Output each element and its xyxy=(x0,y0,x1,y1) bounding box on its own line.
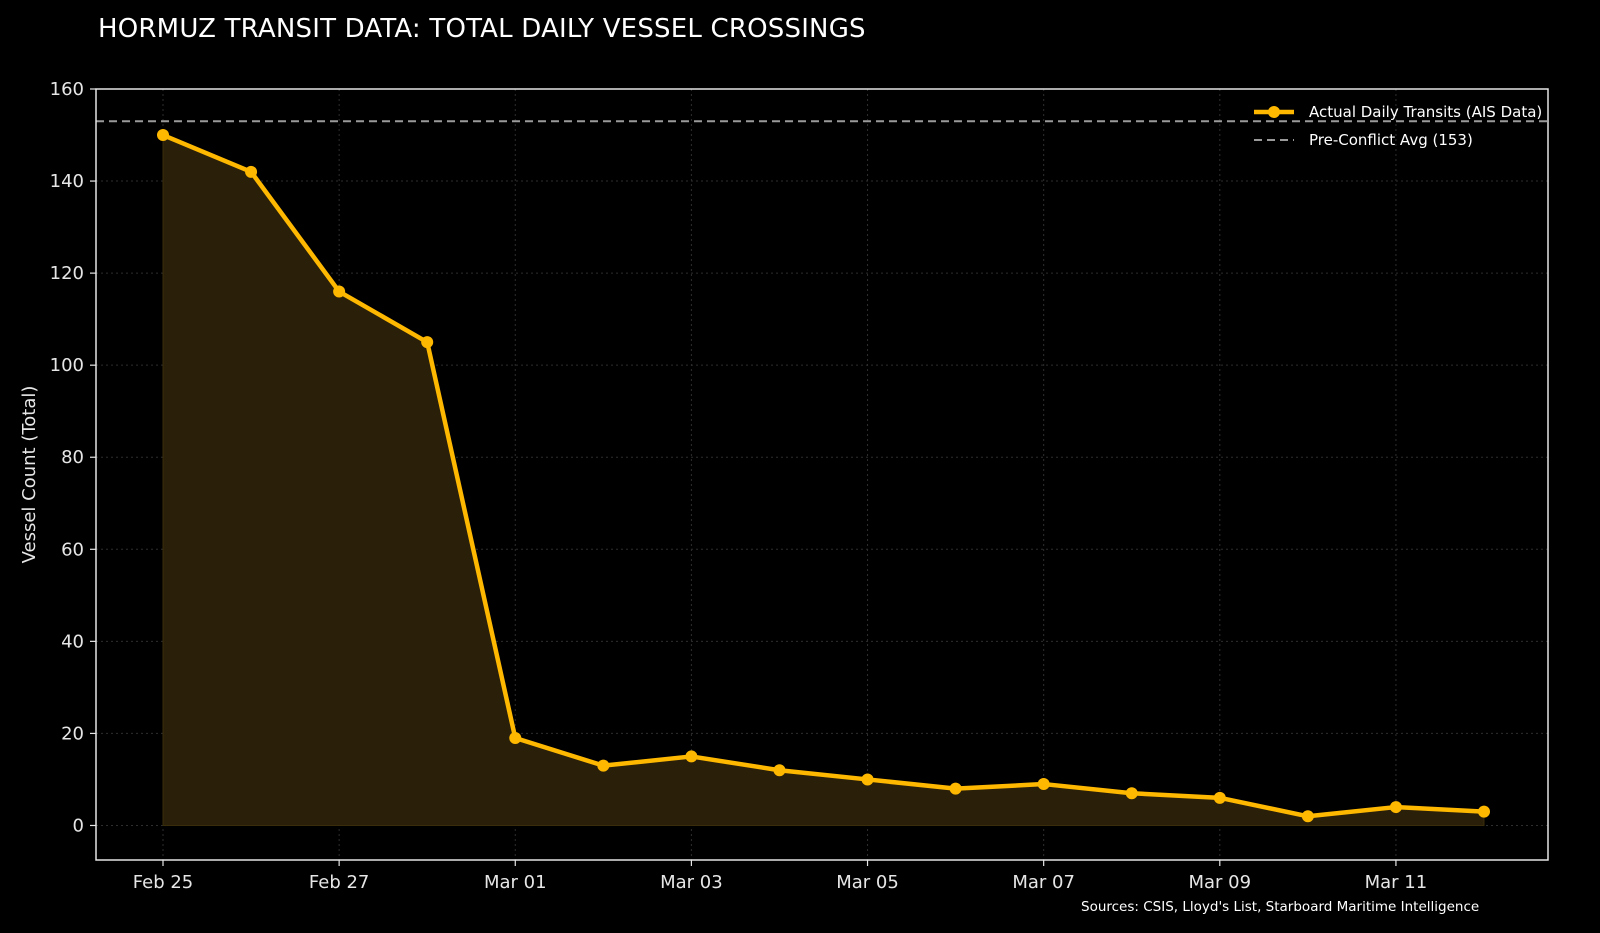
data-point xyxy=(333,285,346,298)
data-point xyxy=(1213,791,1226,804)
x-tick-label: Mar 09 xyxy=(1189,872,1252,893)
data-point xyxy=(949,782,962,795)
data-point xyxy=(773,764,786,777)
legend-marker-actual xyxy=(1268,106,1280,118)
plot-frame xyxy=(95,88,1549,861)
source-note: Sources: CSIS, Lloyd's List, Starboard M… xyxy=(1081,899,1480,915)
x-tick-label: Mar 01 xyxy=(484,872,547,893)
data-point xyxy=(1125,787,1138,800)
y-tick-label: 140 xyxy=(50,171,84,192)
tick-layer: 0 20 40 60 80 100 120 140 160 Feb 25 Feb 27 Mar 01 M… xyxy=(50,79,1428,893)
series-line-actual-daily-transits xyxy=(162,132,1485,819)
data-point xyxy=(1301,810,1314,823)
data-point xyxy=(861,773,874,786)
y-tick-label: 60 xyxy=(61,539,84,560)
data-point xyxy=(685,750,698,763)
legend: Actual Daily Transits (AIS Data) Pre-Con… xyxy=(1254,103,1542,149)
x-tick-label: Mar 11 xyxy=(1365,872,1428,893)
y-tick-label: 100 xyxy=(50,355,84,376)
legend-label-actual: Actual Daily Transits (AIS Data) xyxy=(1309,103,1542,121)
data-point xyxy=(1389,801,1402,814)
data-point xyxy=(421,336,434,349)
y-tick-label: 80 xyxy=(61,447,84,468)
data-point xyxy=(509,732,522,745)
data-point xyxy=(597,759,610,772)
area-fill xyxy=(162,134,1485,826)
y-tick-label: 160 xyxy=(50,79,84,100)
legend-label-reference: Pre-Conflict Avg (153) xyxy=(1309,131,1473,149)
y-tick-label: 0 xyxy=(73,815,84,836)
data-point xyxy=(1478,805,1490,818)
data-point xyxy=(245,165,258,178)
x-tick-label: Feb 25 xyxy=(133,872,194,893)
x-tick-label: Mar 05 xyxy=(836,872,899,893)
x-tick-label: Feb 27 xyxy=(309,872,370,893)
y-axis-title: Vessel Count (Total) xyxy=(19,386,40,564)
y-tick-label: 120 xyxy=(50,263,84,284)
y-tick-label: 20 xyxy=(61,723,84,744)
chart-title: HORMUZ TRANSIT DATA: TOTAL DAILY VESSEL … xyxy=(98,14,866,44)
y-tick-label: 40 xyxy=(61,631,84,652)
data-point xyxy=(157,129,169,142)
x-tick-label: Mar 03 xyxy=(660,872,723,893)
x-tick-label: Mar 07 xyxy=(1012,872,1075,893)
data-point xyxy=(1037,778,1050,791)
marker-layer xyxy=(157,129,1490,823)
